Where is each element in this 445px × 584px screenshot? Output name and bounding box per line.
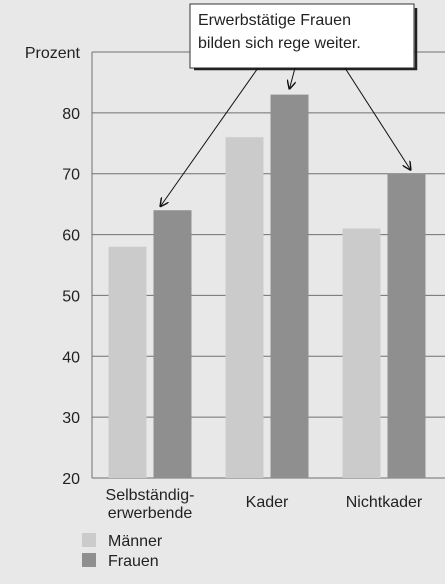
y-axis-label: Prozent xyxy=(25,45,81,62)
category-label-line: Selbständig- xyxy=(106,487,195,504)
annotation-box xyxy=(189,3,415,69)
y-axis: 20 30 40 50 60 70 80 Prozent xyxy=(25,45,93,488)
annotation-text: bilden sich rege weiter. xyxy=(198,35,361,52)
bar-m-nner-1 xyxy=(225,137,264,478)
annotation-arrow xyxy=(290,67,296,89)
y-tick-label: 70 xyxy=(62,167,80,184)
y-tick-label: 60 xyxy=(62,228,80,245)
bar-frauen-2 xyxy=(387,173,426,478)
category-label: Selbständig-erwerbende xyxy=(106,487,195,522)
y-tick-label: 30 xyxy=(62,410,80,427)
bar-frauen-1 xyxy=(270,94,309,478)
category-label-line: Nichtkader xyxy=(346,494,423,511)
bar-frauen-0 xyxy=(153,210,192,478)
legend-label: Frauen xyxy=(108,553,159,570)
category-label: Nichtkader xyxy=(346,494,423,511)
bar-m-nner-2 xyxy=(342,228,381,478)
category-label-line: Kader xyxy=(246,494,289,511)
y-tick-label: 40 xyxy=(62,349,80,366)
legend: Männer Frauen xyxy=(82,533,163,570)
annotation-arrow xyxy=(344,67,411,170)
annotation-shadow xyxy=(194,8,418,71)
bars xyxy=(108,94,426,478)
legend-swatch xyxy=(82,533,96,547)
y-tick-label: 20 xyxy=(62,471,80,488)
category-label-line: erwerbende xyxy=(108,505,193,522)
annotation: Erwerbstätige Frauen bilden sich rege wei… xyxy=(161,3,418,206)
gridlines xyxy=(92,51,445,479)
bar-m-nner-0 xyxy=(108,246,147,478)
legend-swatch xyxy=(82,553,96,567)
category-labels: Selbständig-erwerbende Kader Nichtkader xyxy=(106,487,423,522)
annotation-arrow xyxy=(161,67,259,206)
y-tick-label: 80 xyxy=(62,106,80,123)
legend-label: Männer xyxy=(108,533,163,550)
annotation-text: Erwerbstätige Frauen xyxy=(198,12,351,29)
category-label: Kader xyxy=(246,494,289,511)
y-tick-label: 50 xyxy=(62,288,80,305)
